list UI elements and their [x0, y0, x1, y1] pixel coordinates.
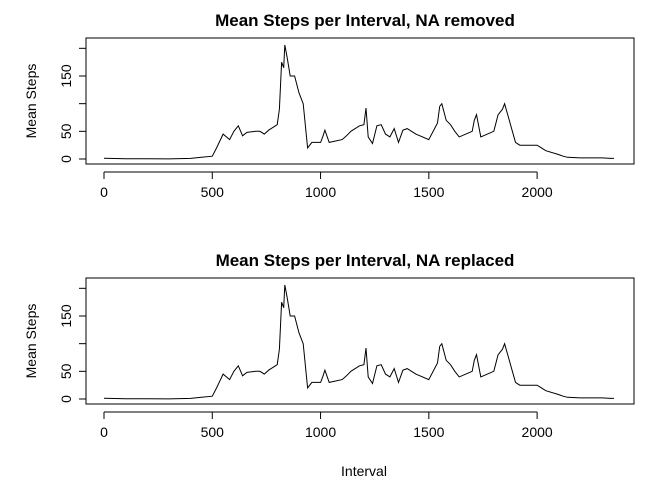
- series-line-1: [103, 44, 614, 160]
- plot-frame-2: [85, 277, 635, 405]
- x-tick-label: 2000: [522, 184, 553, 200]
- y-axis-label-2: Mean Steps: [23, 304, 39, 379]
- y-tick-label: 0: [58, 395, 74, 403]
- x-tick-label: 1000: [305, 424, 336, 440]
- chart-title-1: Mean Steps per Interval, NA removed: [215, 11, 515, 30]
- y-tick-label: 0: [58, 155, 74, 163]
- y-tick-label: 50: [58, 123, 74, 139]
- series-line-2: [103, 284, 614, 400]
- x-tick-label: 500: [201, 424, 225, 440]
- panel-na-removed: Mean Steps per Interval, NA removed Mean…: [23, 11, 635, 200]
- y-axis-2: 0 50 150: [58, 287, 87, 403]
- y-axis-label-1: Mean Steps: [23, 64, 39, 139]
- y-tick-label: 150: [58, 64, 74, 88]
- x-tick-label: 0: [100, 184, 108, 200]
- x-tick-label: 0: [100, 424, 108, 440]
- y-tick-label: 50: [58, 363, 74, 379]
- x-axis-label-2: Interval: [341, 463, 387, 479]
- x-axis-1: 0 500 1000 1500 2000: [100, 171, 553, 200]
- panel-na-replaced: Mean Steps per Interval, NA replaced Mea…: [23, 251, 635, 479]
- x-axis-2: 0 500 1000 1500 2000: [100, 411, 553, 440]
- x-tick-label: 1500: [413, 424, 444, 440]
- x-tick-label: 1000: [305, 184, 336, 200]
- plot-frame-1: [85, 37, 635, 165]
- x-tick-label: 500: [201, 184, 225, 200]
- x-tick-label: 2000: [522, 424, 553, 440]
- y-tick-label: 150: [58, 304, 74, 328]
- chart-title-2: Mean Steps per Interval, NA replaced: [216, 251, 515, 270]
- x-tick-label: 1500: [413, 184, 444, 200]
- y-axis-1: 0 50 150: [58, 47, 87, 163]
